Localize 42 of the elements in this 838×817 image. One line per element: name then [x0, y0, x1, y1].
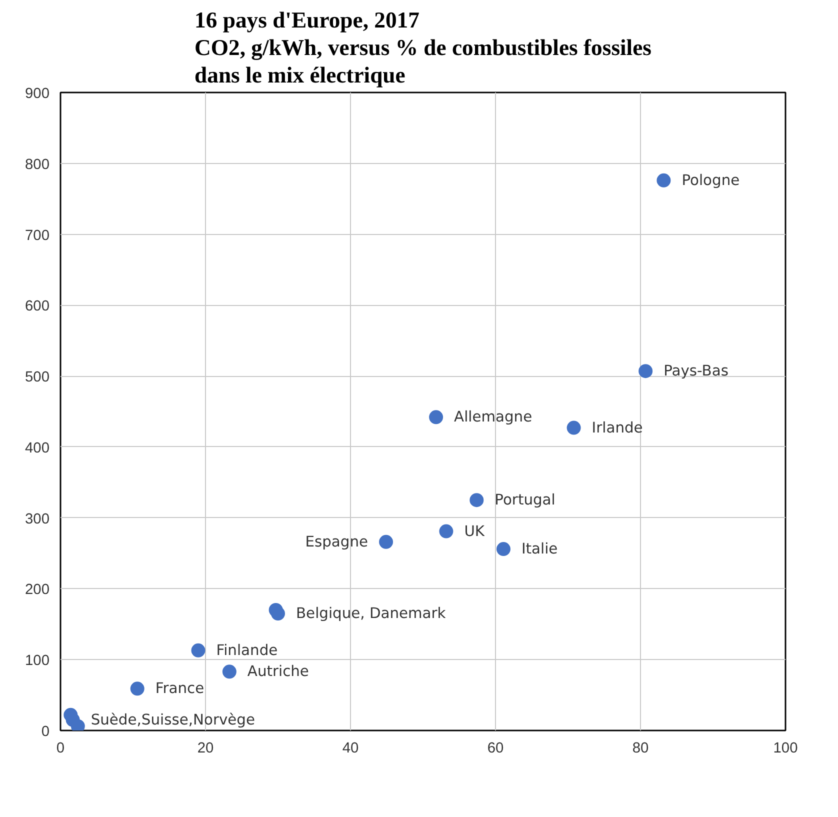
- y-tick-label: 800: [25, 156, 50, 173]
- annotation: Autriche: [247, 663, 309, 680]
- annotation: Allemagne: [454, 408, 532, 426]
- y-tick-label: 900: [25, 86, 50, 102]
- annotation: Belgique, Danemark: [296, 605, 446, 622]
- point: [439, 524, 454, 538]
- y-tick-label: 0: [41, 724, 50, 740]
- annotation: Finlande: [216, 642, 278, 659]
- y-tick-label: 300: [25, 511, 50, 528]
- x-tick-label: 20: [197, 740, 214, 756]
- annotation: Espagne: [305, 533, 368, 550]
- point: [429, 410, 444, 424]
- point: [379, 534, 394, 549]
- point: [222, 664, 236, 679]
- y-tick-label: 700: [25, 228, 50, 244]
- point: [638, 364, 653, 378]
- x-tick-label: 40: [342, 740, 359, 756]
- x-tick-label: 0: [56, 740, 65, 756]
- y-tick-label: 500: [25, 370, 50, 386]
- point: [130, 682, 144, 696]
- annotation: Portugal: [494, 492, 556, 509]
- y-tick-label: 200: [25, 582, 50, 598]
- x-tick-label: 60: [487, 740, 504, 756]
- annotation: UK: [464, 522, 485, 540]
- chart-title: 16 pays d'Europe, 2017 CO2, g/kWh, versus % de combustibles fossiles dans le mix électrique: [194, 8, 652, 88]
- y-tick-label: 600: [25, 298, 50, 315]
- point: [496, 542, 510, 556]
- annotation: Pologne: [682, 172, 740, 189]
- point: [566, 420, 581, 435]
- x-tick-label: 80: [632, 740, 649, 756]
- annotation: Irlande: [592, 419, 643, 436]
- annotation: Pays-Bas: [664, 362, 728, 380]
- annotation: Italie: [521, 540, 558, 558]
- point: [271, 606, 285, 621]
- y-tick-label: 100: [25, 653, 50, 670]
- point: [470, 493, 484, 508]
- point: [656, 173, 671, 188]
- x-tick-label: 100: [773, 740, 798, 756]
- point: [191, 643, 206, 658]
- y-tick-label: 400: [25, 440, 50, 456]
- annotation: Suède,Suisse,Norvège: [90, 711, 255, 728]
- annotation: France: [155, 680, 204, 698]
